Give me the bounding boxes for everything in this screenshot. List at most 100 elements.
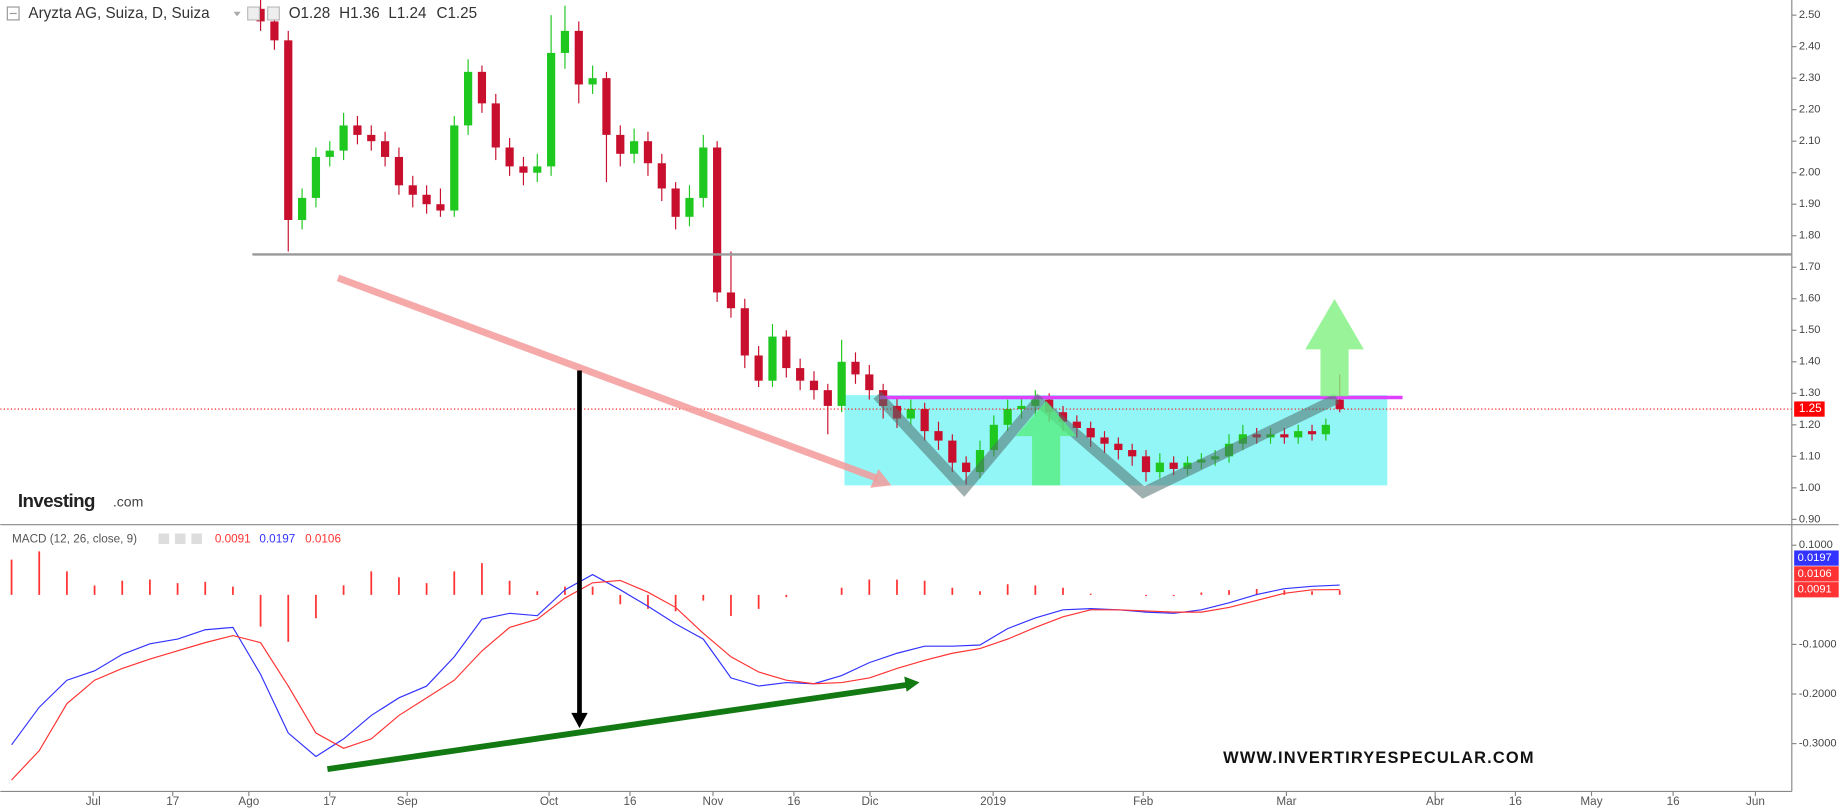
candle-body <box>464 71 473 126</box>
candle-body <box>1086 427 1095 438</box>
candle-body <box>588 78 597 85</box>
candle-body <box>270 21 279 41</box>
y-tick-label: 1.50 <box>1799 324 1821 336</box>
x-tick-label: 2019 <box>980 795 1006 808</box>
candle-body <box>311 156 321 198</box>
candle-body <box>519 166 528 173</box>
x-tick-label: 16 <box>1509 795 1522 808</box>
settings-icon[interactable] <box>267 6 280 21</box>
y-tick-label: -0.3000 <box>1799 738 1837 750</box>
candle-body <box>1280 434 1289 438</box>
candle-body <box>851 361 860 375</box>
candle-body <box>1114 443 1123 451</box>
macd-panel <box>10 551 1341 781</box>
candle-body <box>574 30 583 85</box>
candle-body <box>1100 437 1109 444</box>
legend-histogram: 0.0091 <box>215 532 251 545</box>
candle-body <box>477 71 487 104</box>
ohlc-high: H1.36 <box>339 5 380 22</box>
x-tick-label: Sep <box>397 795 418 808</box>
last-price-badge <box>1794 401 1825 417</box>
candle-body <box>685 197 694 217</box>
x-tick-label: Jul <box>86 795 101 808</box>
candle-body <box>865 374 874 391</box>
candle-body <box>989 424 998 451</box>
x-tick-label: Jun <box>1746 795 1765 808</box>
labels: Aryzta AG, Suiza, D, Suiza O1.28 H1.36 L… <box>6 5 1535 767</box>
x-tick-label: Ago <box>238 795 259 808</box>
candle-body <box>560 30 570 53</box>
y-tick-label: -0.1000 <box>1799 638 1837 650</box>
title-dropdown[interactable] <box>233 11 241 17</box>
candle-body <box>533 166 542 173</box>
y-tick-label: 1.90 <box>1799 198 1821 210</box>
macd-line <box>11 579 1340 781</box>
value-badge <box>1794 582 1839 598</box>
watermark: WWW.INVERTIRYESPECULAR.COM <box>1223 749 1535 767</box>
y-tick-label: -0.2000 <box>1799 688 1837 700</box>
y-tick-label: 2.00 <box>1799 167 1821 179</box>
value-badge-label: 0.0197 <box>1798 552 1832 564</box>
candle-body <box>284 40 293 220</box>
candle-body <box>353 125 362 135</box>
candle-body <box>1128 450 1137 457</box>
candle-body <box>339 125 348 151</box>
ohlc-open: O1.28 <box>289 5 331 22</box>
x-tick-label: 17 <box>323 795 336 808</box>
indicator-icon[interactable] <box>191 533 202 545</box>
candle-body <box>256 8 265 22</box>
candle-body <box>782 336 791 369</box>
value-badge <box>1794 550 1839 566</box>
candle-body <box>975 450 985 473</box>
candle-body <box>796 368 805 381</box>
candle-body <box>1307 431 1317 435</box>
candle-body <box>920 409 929 432</box>
logo-suffix: .com <box>113 494 143 510</box>
y-tick-label: 2.50 <box>1799 9 1821 21</box>
w-pattern <box>873 391 1340 499</box>
chart-title: Aryzta AG, Suiza, D, Suiza <box>28 5 210 22</box>
candle-body <box>602 78 611 135</box>
x-tick-label: Nov <box>703 795 724 808</box>
y-tick-label: 1.70 <box>1799 261 1821 273</box>
candle-body <box>297 197 307 220</box>
candle-body <box>962 462 971 473</box>
candle-body <box>740 308 749 356</box>
collapse-icon[interactable] <box>6 6 20 21</box>
value-badge <box>1794 566 1839 582</box>
candle-body <box>1155 462 1164 473</box>
y-tick-label: 1.60 <box>1799 293 1821 305</box>
candle-body <box>809 380 819 391</box>
annotation-front <box>252 253 1792 773</box>
candle-body <box>505 147 514 167</box>
candle-body <box>837 361 846 406</box>
x-tick-label: Abr <box>1426 795 1444 808</box>
candle-body <box>1072 421 1081 428</box>
candle-body <box>450 125 459 211</box>
macd-title: MACD (12, 26, close, 9) <box>12 532 137 545</box>
ohlc-low: L1.24 <box>388 5 427 22</box>
candle-body <box>713 147 722 293</box>
indicator-icon[interactable] <box>174 533 186 545</box>
x-tick-label: Mar <box>1276 795 1296 808</box>
indicator-icon[interactable] <box>158 533 170 545</box>
x-tick-label: Dic <box>862 795 879 808</box>
candle-body <box>422 194 431 205</box>
candle-body <box>1335 399 1344 410</box>
y-tick-label: 1.40 <box>1799 356 1821 368</box>
candle-body <box>768 336 777 381</box>
value-badge-label: 0.0091 <box>1798 584 1832 596</box>
ohlc-close: C1.25 <box>436 5 477 22</box>
candle-body <box>1003 409 1012 425</box>
settings-icon[interactable] <box>247 6 260 21</box>
candle-body <box>616 134 625 154</box>
up-arrow-large <box>1305 298 1364 397</box>
macd-trend-arrowhead <box>904 676 920 692</box>
y-tick-label: 0.90 <box>1799 513 1821 525</box>
candle-body <box>1169 462 1178 469</box>
candle-body <box>491 103 500 148</box>
candle-body <box>1294 431 1303 438</box>
candle-body <box>380 141 390 157</box>
candle-body <box>754 355 763 381</box>
y-tick-label: 2.40 <box>1799 41 1821 53</box>
